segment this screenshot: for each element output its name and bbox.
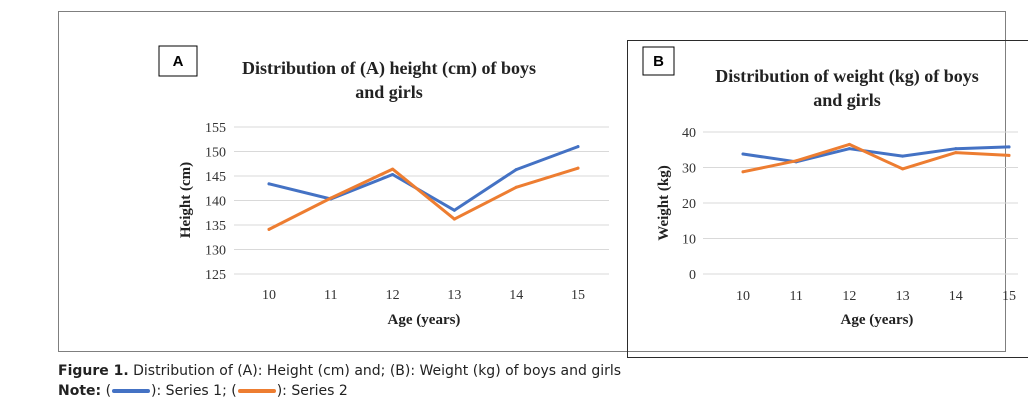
figure-caption: Figure 1. Distribution of (A): Height (c… bbox=[58, 363, 621, 379]
chart-panel-b: B Distribution of weight (kg) of boys and … bbox=[627, 40, 1028, 358]
chart-b-series-2-point bbox=[1007, 153, 1011, 157]
chart-b-series-1-point bbox=[741, 152, 745, 156]
chart-a-x-axis-label: Age (years) bbox=[388, 312, 461, 328]
chart-a-series-2-line bbox=[267, 166, 580, 231]
chart-a-y-axis-label: Height (cm) bbox=[178, 162, 194, 238]
chart-b-series-2-point bbox=[901, 167, 905, 171]
chart-a-series-1-point bbox=[576, 145, 580, 149]
chart-a-y-tick-label: 140 bbox=[205, 195, 226, 210]
chart-b-x-axis-label: Age (years) bbox=[841, 312, 914, 328]
figure-label: Figure 1. bbox=[58, 363, 129, 379]
note-open: ( bbox=[101, 383, 112, 399]
figure-caption-text: Distribution of (A): Height (cm) and; (B… bbox=[128, 363, 622, 379]
chart-a-x-tick-label: 11 bbox=[324, 288, 337, 303]
chart-b-x-tick-label: 14 bbox=[949, 289, 963, 304]
chart-b-series-2-point bbox=[847, 142, 851, 146]
chart-b-series-2-line bbox=[741, 142, 1011, 174]
series-1-legend-label: ): Series 1; ( bbox=[151, 383, 237, 399]
chart-a-series-2-point bbox=[329, 196, 333, 200]
chart-panel-a: A Distribution of (A) height (cm) of boys… bbox=[154, 40, 619, 358]
chart-a-series-1-point bbox=[391, 173, 395, 177]
chart-a-label-box bbox=[158, 45, 198, 77]
chart-a-title-line: and girls bbox=[355, 82, 423, 102]
chart-a-series-2-point bbox=[452, 217, 456, 221]
chart-a-panel-label: A bbox=[173, 53, 184, 70]
chart-a-y-tick-label: 130 bbox=[205, 244, 226, 259]
chart-b-x-tick-label: 13 bbox=[896, 289, 910, 304]
chart-a-y-tick-label: 145 bbox=[205, 170, 226, 185]
series-1-legend-swatch bbox=[112, 389, 151, 393]
chart-a-x-tick-label: 15 bbox=[571, 288, 585, 303]
figure-frame: A Distribution of (A) height (cm) of boys… bbox=[58, 11, 1028, 358]
chart-a-series-1-point bbox=[452, 208, 456, 212]
chart-b-y-tick-label: 0 bbox=[689, 268, 696, 283]
chart-a-x-tick-label: 14 bbox=[509, 288, 523, 303]
chart-b-series-2-point bbox=[794, 159, 798, 163]
series-2-legend-swatch bbox=[237, 389, 276, 393]
chart-a-series-2-point bbox=[514, 185, 518, 189]
chart-b-y-tick-label: 30 bbox=[682, 162, 696, 177]
chart-b-label-box bbox=[642, 46, 675, 76]
series-2-legend-label: ): Series 2 bbox=[276, 383, 348, 399]
note-label: Note: bbox=[58, 383, 102, 399]
chart-b-series-2-point bbox=[741, 170, 745, 174]
chart-b-y-tick-label: 20 bbox=[682, 197, 696, 212]
chart-a-series-1-point bbox=[514, 168, 518, 172]
chart-b-x-tick-label: 10 bbox=[736, 289, 750, 304]
chart-b-y-axis-label: Weight (kg) bbox=[656, 165, 672, 240]
chart-b-y-tick-label: 10 bbox=[682, 233, 696, 248]
weight-chart: B Distribution of weight (kg) of boys and … bbox=[642, 46, 1018, 328]
chart-a-series-1-point bbox=[267, 182, 271, 186]
chart-b-series-1-point bbox=[847, 147, 851, 151]
chart-a-series-2-point bbox=[576, 166, 580, 170]
chart-a-x-tick-label: 10 bbox=[262, 288, 276, 303]
chart-b-series-1-point bbox=[1007, 145, 1011, 149]
chart-a-y-tick-label: 150 bbox=[205, 146, 226, 161]
legend-note: Note: ( ): Series 1; ( ): Series 2 bbox=[58, 383, 348, 399]
chart-b-x-tick-label: 12 bbox=[842, 289, 856, 304]
chart-a-title-line: Distribution of (A) height (cm) of boys bbox=[242, 58, 536, 79]
chart-b-series-2-point bbox=[954, 151, 958, 155]
chart-b-series-1-line bbox=[741, 145, 1011, 164]
chart-a-series-2-point bbox=[267, 227, 271, 231]
chart-b-series-1-point bbox=[954, 147, 958, 151]
chart-b-title-line: and girls bbox=[813, 90, 881, 110]
chart-b-title-line: Distribution of weight (kg) of boys bbox=[715, 66, 979, 87]
chart-a-y-tick-label: 135 bbox=[205, 219, 226, 234]
chart-a-x-tick-label: 12 bbox=[386, 288, 400, 303]
chart-b-y-tick-label: 40 bbox=[682, 126, 696, 141]
chart-b-x-tick-label: 11 bbox=[789, 289, 802, 304]
chart-a-series-2-point bbox=[391, 167, 395, 171]
chart-a-y-tick-label: 125 bbox=[205, 268, 226, 283]
chart-a-x-tick-label: 13 bbox=[447, 288, 461, 303]
chart-a-y-tick-label: 155 bbox=[205, 121, 226, 136]
chart-b-series-1-point bbox=[901, 154, 905, 158]
chart-b-x-tick-label: 15 bbox=[1002, 289, 1016, 304]
height-chart: A Distribution of (A) height (cm) of boys… bbox=[158, 45, 609, 328]
chart-b-panel-label: B bbox=[653, 53, 664, 70]
